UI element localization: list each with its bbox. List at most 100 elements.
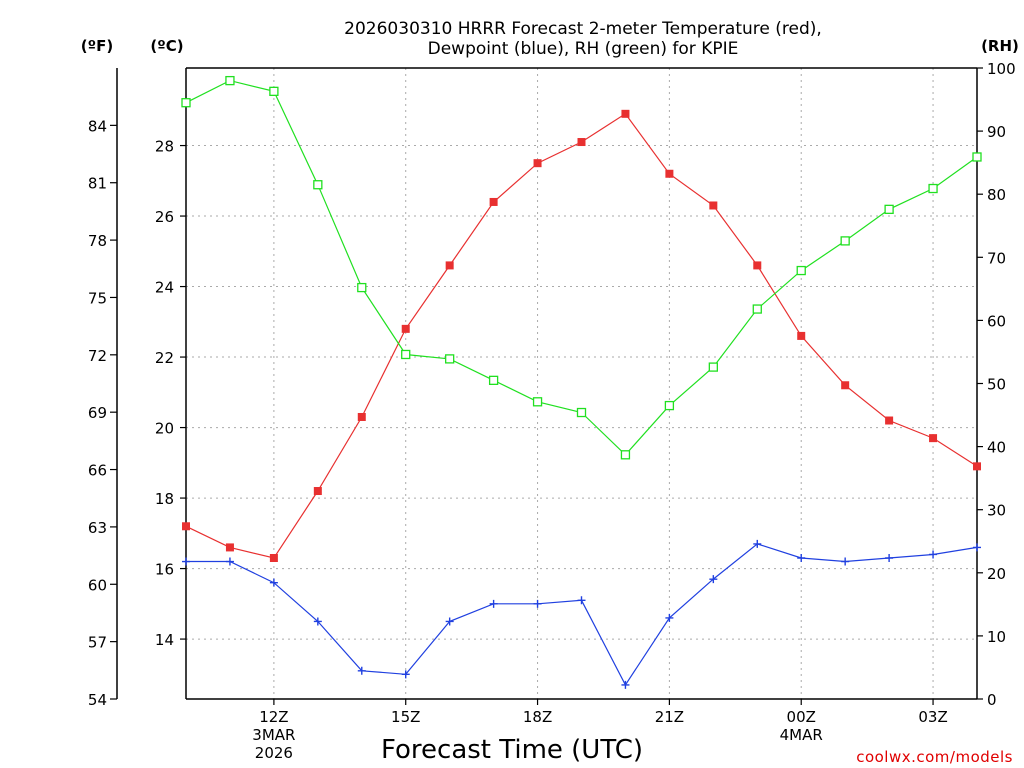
rh-tick-label: 60 — [987, 312, 1006, 330]
celsius-tick-label: 26 — [155, 208, 174, 226]
celsius-tick-label: 14 — [155, 631, 174, 649]
rh-tick-label: 100 — [987, 60, 1016, 78]
temperature-point — [445, 261, 454, 270]
rh-point — [225, 75, 235, 86]
fahrenheit-tick-label: 84 — [88, 117, 107, 135]
dewpoint-point — [753, 539, 762, 548]
temperature-point — [533, 159, 542, 168]
rh-tick-label: 40 — [987, 439, 1006, 457]
rh-point — [884, 204, 894, 214]
temperature-point — [401, 324, 410, 333]
rh-tick-label: 10 — [987, 628, 1006, 646]
temperature-line — [185, 112, 978, 559]
celsius-tick-label: 22 — [155, 349, 174, 367]
chart-title: 2026030310 HRRR Forecast 2-meter Tempera… — [344, 19, 822, 59]
dewpoint-point — [577, 596, 586, 605]
rh-tick-label: 90 — [987, 123, 1006, 141]
temperature-point — [577, 138, 586, 147]
rh-tick-label: 0 — [987, 691, 997, 709]
x-tick-label: 4MAR — [780, 726, 823, 744]
rh-point — [972, 152, 982, 162]
temperature-point — [182, 522, 190, 531]
x-tick-label: 15Z — [391, 708, 420, 726]
rh-point — [532, 397, 543, 407]
x-tick-label: 18Z — [523, 708, 552, 726]
dewpoint-point — [797, 553, 806, 562]
rh-point — [928, 183, 938, 194]
celsius-unit-label: (ºC) — [150, 37, 183, 55]
temperature-point — [973, 462, 981, 471]
dewpoint-point — [973, 543, 981, 552]
rh-point — [708, 362, 718, 372]
temperature-point — [357, 412, 366, 421]
temperature-point — [269, 553, 278, 562]
x-tick-label: 2026 — [255, 744, 293, 762]
dewpoint-point — [885, 553, 894, 562]
temperature-point — [885, 416, 894, 425]
title-line-2: Dewpoint (blue), RH (green) for KPIE — [428, 39, 739, 59]
dewpoint-series — [182, 539, 981, 689]
celsius-tick-label: 16 — [155, 561, 174, 579]
rh-point — [181, 98, 191, 108]
temperature-point — [841, 381, 850, 390]
dewpoint-point — [269, 578, 278, 587]
x-tick-label: 03Z — [918, 708, 947, 726]
temperature-point — [753, 261, 762, 270]
dewpoint-point — [313, 617, 322, 626]
fahrenheit-tick-label: 72 — [88, 347, 107, 365]
rh-point — [796, 265, 806, 276]
title-line-1: 2026030310 HRRR Forecast 2-meter Tempera… — [344, 19, 822, 39]
celsius-tick-label: 24 — [155, 279, 174, 297]
fahrenheit-tick-label: 54 — [88, 691, 107, 709]
fahrenheit-tick-label: 69 — [88, 404, 107, 422]
rh-point — [576, 407, 587, 418]
temperature-point — [225, 543, 234, 552]
dewpoint-point — [621, 680, 630, 689]
fahrenheit-tick-label: 60 — [88, 576, 107, 594]
celsius-tick-label: 18 — [155, 490, 174, 508]
temperature-point — [709, 201, 718, 210]
dewpoint-point — [489, 599, 498, 608]
fahrenheit-tick-label: 81 — [88, 175, 107, 193]
temperature-point — [621, 109, 630, 118]
dewpoint-point — [841, 557, 850, 566]
fahrenheit-unit-label: (ºF) — [81, 37, 113, 55]
temperature-point — [489, 197, 498, 206]
temperature-point — [929, 434, 938, 443]
rh-tick-label: 80 — [987, 186, 1006, 204]
dewpoint-point — [445, 617, 454, 626]
rh-point — [269, 86, 279, 96]
rh-point — [620, 450, 631, 460]
temperature-point — [665, 169, 674, 178]
data-series — [181, 75, 982, 689]
fahrenheit-tick-label: 57 — [88, 634, 107, 652]
temperature-point — [797, 331, 806, 340]
dewpoint-point — [225, 557, 234, 566]
rh-point — [313, 180, 323, 190]
dewpoint-point — [665, 613, 674, 622]
rh-line — [185, 79, 978, 456]
dewpoint-point — [709, 575, 718, 584]
rh-point — [664, 400, 675, 411]
fahrenheit-tick-label: 66 — [88, 462, 107, 480]
fahrenheit-tick-label: 75 — [88, 289, 107, 307]
celsius-tick-label: 28 — [155, 138, 174, 156]
rh-tick-label: 70 — [987, 249, 1006, 267]
credit-label: coolwx.com/models — [856, 748, 1013, 766]
rh-tick-label: 50 — [987, 376, 1006, 394]
rh-point — [488, 375, 499, 385]
fahrenheit-tick-label: 63 — [88, 519, 107, 537]
celsius-tick-label: 20 — [155, 420, 174, 438]
x-tick-label: 21Z — [655, 708, 684, 726]
rh-point — [840, 236, 850, 246]
dewpoint-point — [182, 557, 190, 566]
dewpoint-point — [401, 670, 410, 679]
dewpoint-point — [357, 666, 366, 675]
x-tick-label: 12Z — [259, 708, 288, 726]
dewpoint-point — [929, 550, 938, 559]
x-axis-label: Forecast Time (UTC) — [381, 735, 643, 765]
rh-point — [401, 349, 411, 360]
temperature-point — [313, 487, 322, 496]
fahrenheit-tick-label: 78 — [88, 232, 107, 250]
